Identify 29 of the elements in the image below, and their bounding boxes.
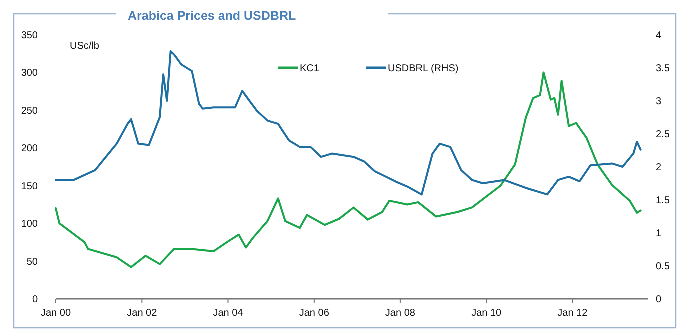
y-tick-label: 350: [21, 30, 38, 42]
y2-tick-label: 1.5: [656, 196, 670, 206]
x-tick-label: Jan 00: [40, 308, 72, 319]
x-tick-label: Jan 02: [127, 308, 158, 319]
x-tick-label: Jan 06: [299, 308, 330, 319]
y-tick-label: 250: [21, 106, 38, 117]
y2-tick-label: 3: [656, 96, 662, 108]
chart-title: Arabica Prices and USDBRL: [128, 9, 296, 23]
x-tick-label: Jan 10: [472, 308, 502, 319]
y-tick-label: 150: [21, 181, 38, 192]
y-tick-label: 0: [32, 294, 38, 306]
y2-tick-label: 0.5: [656, 262, 670, 272]
legend-label: KC1: [300, 64, 320, 74]
y2-tick-label: 0: [656, 294, 662, 306]
x-tick-label: Jan 08: [385, 308, 416, 319]
y-tick-label: 200: [21, 144, 38, 155]
y2-tick-label: 1: [656, 228, 662, 240]
y2-tick-label: 4: [656, 30, 662, 42]
x-tick-label: Jan 12: [558, 308, 588, 319]
line-series: [55, 50, 642, 196]
legend-label: USDBRL (RHS): [388, 64, 459, 74]
y-tick-label: 300: [21, 68, 38, 80]
x-tick-label: Jan 04: [213, 308, 244, 319]
y-axis-title: USc/lb: [70, 41, 100, 52]
y2-tick-label: 2.5: [656, 130, 670, 140]
y-tick-label: 100: [21, 219, 38, 230]
y2-tick-label: 2: [656, 162, 662, 174]
y-tick-label: 50: [26, 256, 38, 268]
y2-tick-label: 3.5: [656, 64, 670, 74]
